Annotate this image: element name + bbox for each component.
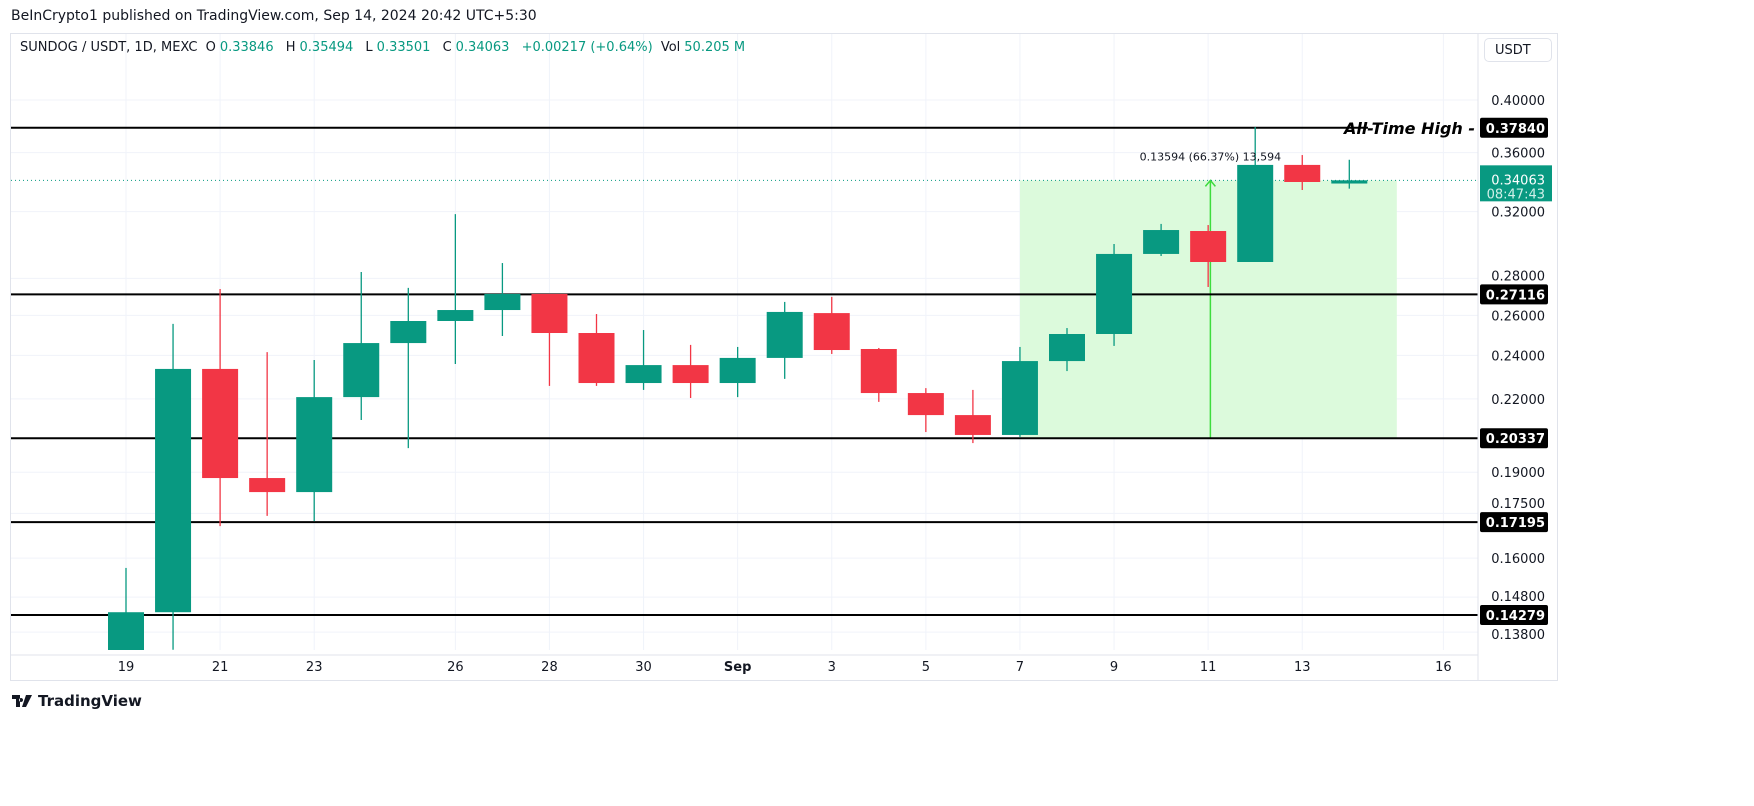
level-price-tag [1480,117,1548,138]
candle-body [1331,180,1368,184]
candle-body [1190,231,1227,263]
candle-body [1143,230,1180,254]
y-tick-label: 0.14800 [1491,590,1545,605]
measure-label: 0.13594 (66.37%) 13,594 [1140,150,1282,163]
tradingview-logo[interactable]: TradingView [12,692,142,710]
low-label: L [365,40,373,55]
candle-body [954,415,991,435]
level-price-label: 0.17195 [1486,516,1545,531]
candle-body [860,348,897,394]
level-price-label: 0.14279 [1486,609,1545,624]
x-tick-label: 11 [1200,660,1217,675]
x-tick-label: 19 [118,660,135,675]
x-tick-label: 21 [212,660,229,675]
plot-area [11,34,1478,650]
level-price-tag [1480,605,1548,626]
y-tick-label: 0.24000 [1491,349,1545,364]
candle-body [437,310,474,321]
change-value: +0.00217 (+0.64%) [521,40,653,55]
ohlc-legend: SUNDOG / USDT, 1D, MEXC O 0.33846 H 0.3549… [20,40,753,55]
x-tick-label: 26 [447,660,464,675]
level-price-tag [1480,428,1548,449]
candle-body [813,313,850,351]
brand-name: TradingView [38,692,142,710]
low-value: 0.33501 [376,40,431,55]
x-tick-label: 3 [828,660,836,675]
volume-value: 50.205 M [684,40,746,55]
candle-body [108,612,144,650]
y-tick-label: 0.17500 [1491,497,1545,512]
candle-body [1284,164,1321,182]
y-tick-label: 0.40000 [1491,94,1545,109]
level-price-label: 0.20337 [1486,432,1545,447]
x-tick-label: 28 [541,660,558,675]
y-tick-label: 0.28000 [1491,269,1545,284]
candle-body [531,293,568,334]
x-tick-label: 7 [1016,660,1024,675]
candle-body [296,397,333,493]
publisher-caption: BeInCrypto1 published on TradingView.com… [11,8,537,24]
candle-body [484,293,521,311]
y-tick-label: 0.16000 [1491,552,1545,567]
last-price-tag [1480,165,1552,202]
x-tick-label: 13 [1294,660,1311,675]
level-price-label: 0.37840 [1486,122,1545,137]
close-value: 0.34063 [455,40,510,55]
y-tick-label: 0.32000 [1491,206,1545,221]
level-price-tag [1480,512,1548,533]
candle-body [390,320,427,344]
high-value: 0.35494 [299,40,354,55]
candle-body [1049,334,1085,362]
candle-body [1237,164,1274,263]
candle-body [766,311,803,358]
candle-body [155,368,192,613]
tradingview-logo-icon [12,695,32,707]
candle-body [672,365,709,384]
measure-range-box [1019,180,1397,439]
y-tick-label: 0.19000 [1491,466,1545,481]
x-tick-label: 9 [1110,660,1118,675]
candle-body [249,478,286,493]
y-tick-label: 0.26000 [1491,309,1545,324]
candle-body [343,343,380,398]
all-time-high-annotation: All-Time High - [1342,119,1475,138]
chart-frame [10,33,1558,681]
candle-body [1001,361,1038,435]
y-tick-label: 0.22000 [1491,393,1545,408]
candle-body [578,333,615,384]
last-price-label: 0.34063 [1491,173,1545,188]
volume-label: Vol [660,40,681,55]
x-tick-label: 5 [922,660,930,675]
x-tick-label: 23 [306,660,323,675]
open-value: 0.33846 [219,40,274,55]
x-tick-label: 30 [635,660,652,675]
candle-body [719,357,756,384]
symbol-label[interactable]: SUNDOG / USDT, 1D, MEXC [20,40,198,55]
candle-body [1096,253,1133,335]
bar-countdown-label: 08:47:43 [1487,187,1545,202]
high-label: H [285,40,296,55]
y-tick-label: 0.13800 [1491,628,1545,643]
x-tick-label: 16 [1435,660,1452,675]
candle-body [202,368,239,479]
open-label: O [205,40,216,55]
y-tick-label: 0.36000 [1491,147,1545,162]
level-price-tag [1480,284,1548,305]
candle-body [625,365,662,384]
measure-arrow-head [1204,179,1216,187]
currency-unit-button[interactable]: USDT [1484,38,1552,62]
candle-body [907,393,944,416]
x-tick-label: Sep [724,660,752,675]
level-price-label: 0.27116 [1486,288,1545,303]
close-label: C [442,40,452,55]
